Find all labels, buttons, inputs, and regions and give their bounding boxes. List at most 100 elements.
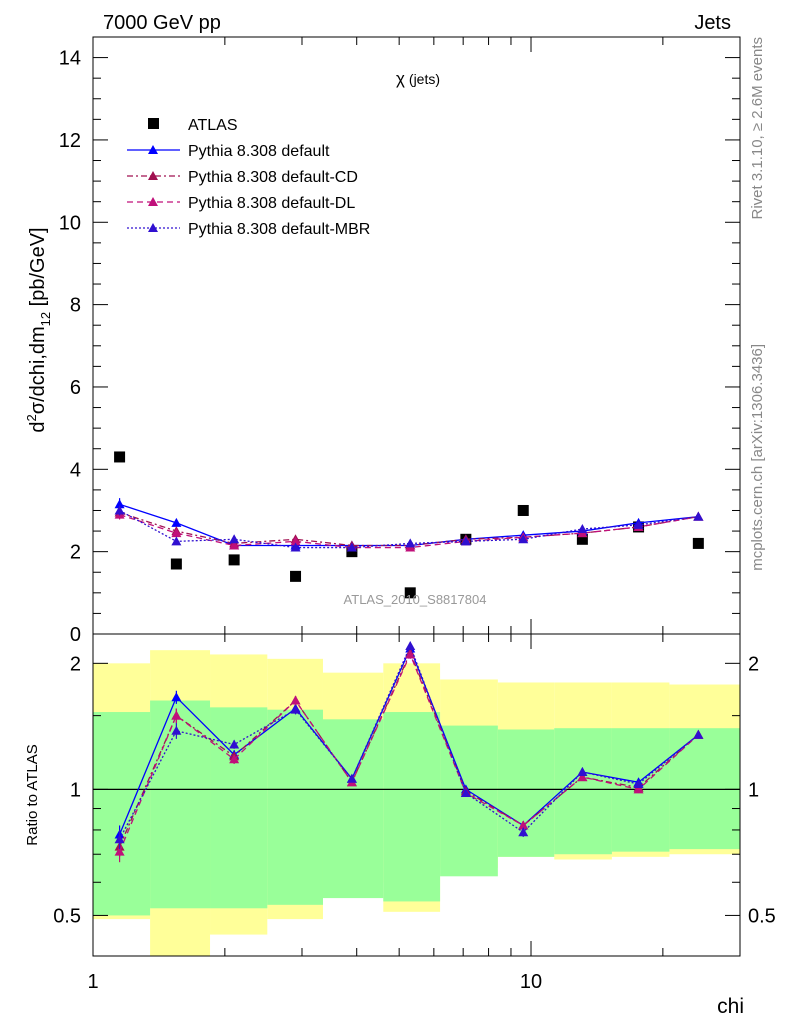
ratio-point bbox=[290, 704, 301, 714]
watermark: ATLAS_2010_S8817804 bbox=[344, 592, 487, 607]
y-tick-label: 0 bbox=[70, 624, 81, 646]
data-point bbox=[229, 540, 240, 550]
legend-entry-2: Pythia 8.308 default-CD bbox=[127, 169, 358, 186]
legend-entry-0: ATLAS bbox=[148, 117, 238, 134]
y-tick-label: 6 bbox=[70, 377, 81, 399]
y-tick-label: 12 bbox=[59, 130, 81, 152]
ratio-point bbox=[346, 773, 357, 783]
legend-entry-3: Pythia 8.308 default-DL bbox=[127, 195, 355, 212]
ratio-point bbox=[229, 754, 240, 764]
legend-label: ATLAS bbox=[188, 117, 238, 134]
ratio-point bbox=[518, 827, 529, 837]
data-point-atlas bbox=[404, 587, 416, 599]
legend-marker bbox=[148, 197, 158, 206]
legend-marker bbox=[148, 171, 158, 180]
ratio-point bbox=[290, 695, 301, 705]
y-tick-label-right: 1 bbox=[748, 779, 759, 801]
y-tick-label: 10 bbox=[59, 212, 81, 234]
ratio-point bbox=[693, 729, 704, 739]
data-point bbox=[460, 536, 471, 546]
series-line bbox=[119, 511, 699, 547]
ratio-point bbox=[405, 649, 416, 659]
ratio-point bbox=[229, 739, 240, 749]
data-point-atlas bbox=[228, 554, 240, 566]
ratio-frame bbox=[92, 633, 741, 957]
uncertainty-band-inner bbox=[497, 729, 555, 857]
mcplots-label: mcplots.cern.ch [arXiv:1306.3436] bbox=[749, 344, 766, 571]
legend-label: Pythia 8.308 default bbox=[188, 143, 330, 160]
uncertainty-band-inner bbox=[440, 725, 498, 877]
ratio-panel: 0.5 0.5 1 1 2 2 1 10 Ratio to ATLAS chi bbox=[24, 633, 776, 1018]
main-series-4 bbox=[114, 505, 704, 552]
rivet-label: Rivet 3.1.10, ≥ 2.6M events bbox=[749, 37, 766, 220]
header-right: Jets bbox=[694, 12, 731, 34]
data-point bbox=[346, 542, 357, 552]
uncertainty-band-inner bbox=[322, 719, 384, 899]
legend-label: Pythia 8.308 default-CD bbox=[188, 169, 358, 186]
ratio-series-3 bbox=[114, 640, 704, 850]
x-axis-label: chi bbox=[717, 995, 744, 1018]
ratio-line bbox=[119, 644, 699, 840]
ratio-point bbox=[460, 788, 471, 798]
main-ylabel: d2σ/dchi,dm12 [pb/GeV] bbox=[24, 227, 53, 432]
uncertainty-band-inner bbox=[210, 707, 268, 909]
main-series-0 bbox=[114, 451, 704, 599]
data-point bbox=[633, 519, 644, 529]
y-tick-label: 2 bbox=[70, 542, 81, 564]
x-tick-label: 1 bbox=[87, 971, 98, 993]
uncertainty-band-inner bbox=[150, 700, 211, 909]
data-point bbox=[405, 538, 416, 548]
data-point bbox=[114, 505, 125, 515]
ratio-point bbox=[405, 640, 416, 650]
ratio-point bbox=[171, 710, 182, 720]
uncertainty-band-inner bbox=[554, 728, 612, 855]
ratio-point bbox=[577, 767, 588, 777]
y-tick-label: 0.5 bbox=[53, 905, 81, 927]
ratio-point bbox=[171, 692, 182, 702]
data-point-atlas bbox=[114, 451, 126, 463]
legend: ATLAS Pythia 8.308 default Pythia 8.308 de… bbox=[127, 117, 370, 238]
legend-marker bbox=[148, 223, 158, 232]
data-point bbox=[171, 528, 182, 538]
y-tick-label: 8 bbox=[70, 295, 81, 317]
data-point-atlas bbox=[576, 533, 588, 545]
data-point-atlas bbox=[517, 504, 529, 516]
data-point bbox=[290, 536, 301, 546]
ratio-point bbox=[633, 784, 644, 794]
x-tick-label: 10 bbox=[520, 971, 542, 993]
main-series-group bbox=[114, 451, 704, 599]
data-point-atlas bbox=[290, 570, 302, 582]
data-point bbox=[171, 517, 182, 527]
legend-entry-4: Pythia 8.308 default-MBR bbox=[127, 221, 370, 238]
data-point-atlas bbox=[170, 558, 182, 570]
ratio-point bbox=[114, 834, 125, 844]
uncertainty-band-inner bbox=[383, 712, 441, 902]
y-tick-label: 2 bbox=[70, 653, 81, 675]
ratio-series-group bbox=[114, 640, 704, 863]
y-tick-label: 4 bbox=[70, 459, 81, 481]
y-tick-label-right: 0.5 bbox=[748, 905, 776, 927]
data-point-atlas bbox=[692, 537, 704, 549]
ratio-bands bbox=[93, 650, 740, 956]
ratio-point bbox=[171, 725, 182, 735]
legend-entry-1: Pythia 8.308 default bbox=[127, 143, 330, 160]
ratio-point bbox=[633, 778, 644, 788]
y-tick-label: 1 bbox=[70, 779, 81, 801]
data-point bbox=[290, 542, 301, 552]
legend-label: Pythia 8.308 default-MBR bbox=[188, 221, 370, 238]
ratio-point bbox=[114, 846, 125, 856]
data-point-atlas bbox=[346, 546, 358, 558]
y-tick-label: 14 bbox=[59, 48, 81, 70]
legend-marker bbox=[148, 118, 159, 129]
main-title: χ (jets) bbox=[396, 69, 440, 88]
data-point bbox=[114, 499, 125, 509]
ratio-ylabel: Ratio to ATLAS bbox=[24, 744, 41, 845]
data-point bbox=[577, 524, 588, 534]
ratio-point bbox=[577, 772, 588, 782]
data-point bbox=[229, 534, 240, 544]
uncertainty-band-inner bbox=[93, 712, 151, 916]
ratio-point bbox=[518, 820, 529, 830]
legend-marker bbox=[148, 145, 158, 154]
